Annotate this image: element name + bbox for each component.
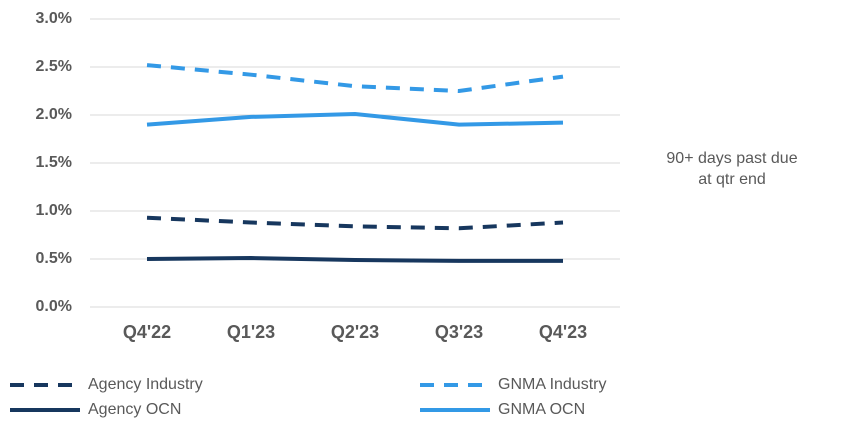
x-tick-label: Q4'23 (539, 322, 587, 342)
annotation: at qtr end (698, 171, 766, 188)
y-tick-label: 1.5% (36, 154, 72, 171)
x-tick-label: Q2'23 (331, 322, 379, 342)
series-line (146, 63, 564, 94)
x-tick-label: Q4'22 (123, 322, 171, 342)
y-tick-label: 2.0% (36, 106, 72, 123)
x-tick-label: Q3'23 (435, 322, 483, 342)
y-tick-label: 1.0% (36, 202, 72, 219)
y-tick-label: 3.0% (36, 10, 72, 27)
y-tick-label: 0.0% (36, 298, 72, 315)
x-tick-label: Q1'23 (227, 322, 275, 342)
legend-label: GNMA OCN (498, 401, 585, 418)
series-line (146, 112, 564, 127)
legend-label: Agency Industry (88, 376, 203, 393)
y-tick-label: 2.5% (36, 58, 72, 75)
legend-label: Agency OCN (88, 401, 181, 418)
series-line (146, 215, 564, 231)
legend-label: GNMA Industry (498, 376, 606, 393)
annotation: 90+ days past due (666, 150, 797, 167)
y-tick-label: 0.5% (36, 250, 72, 267)
series-line (146, 256, 563, 263)
